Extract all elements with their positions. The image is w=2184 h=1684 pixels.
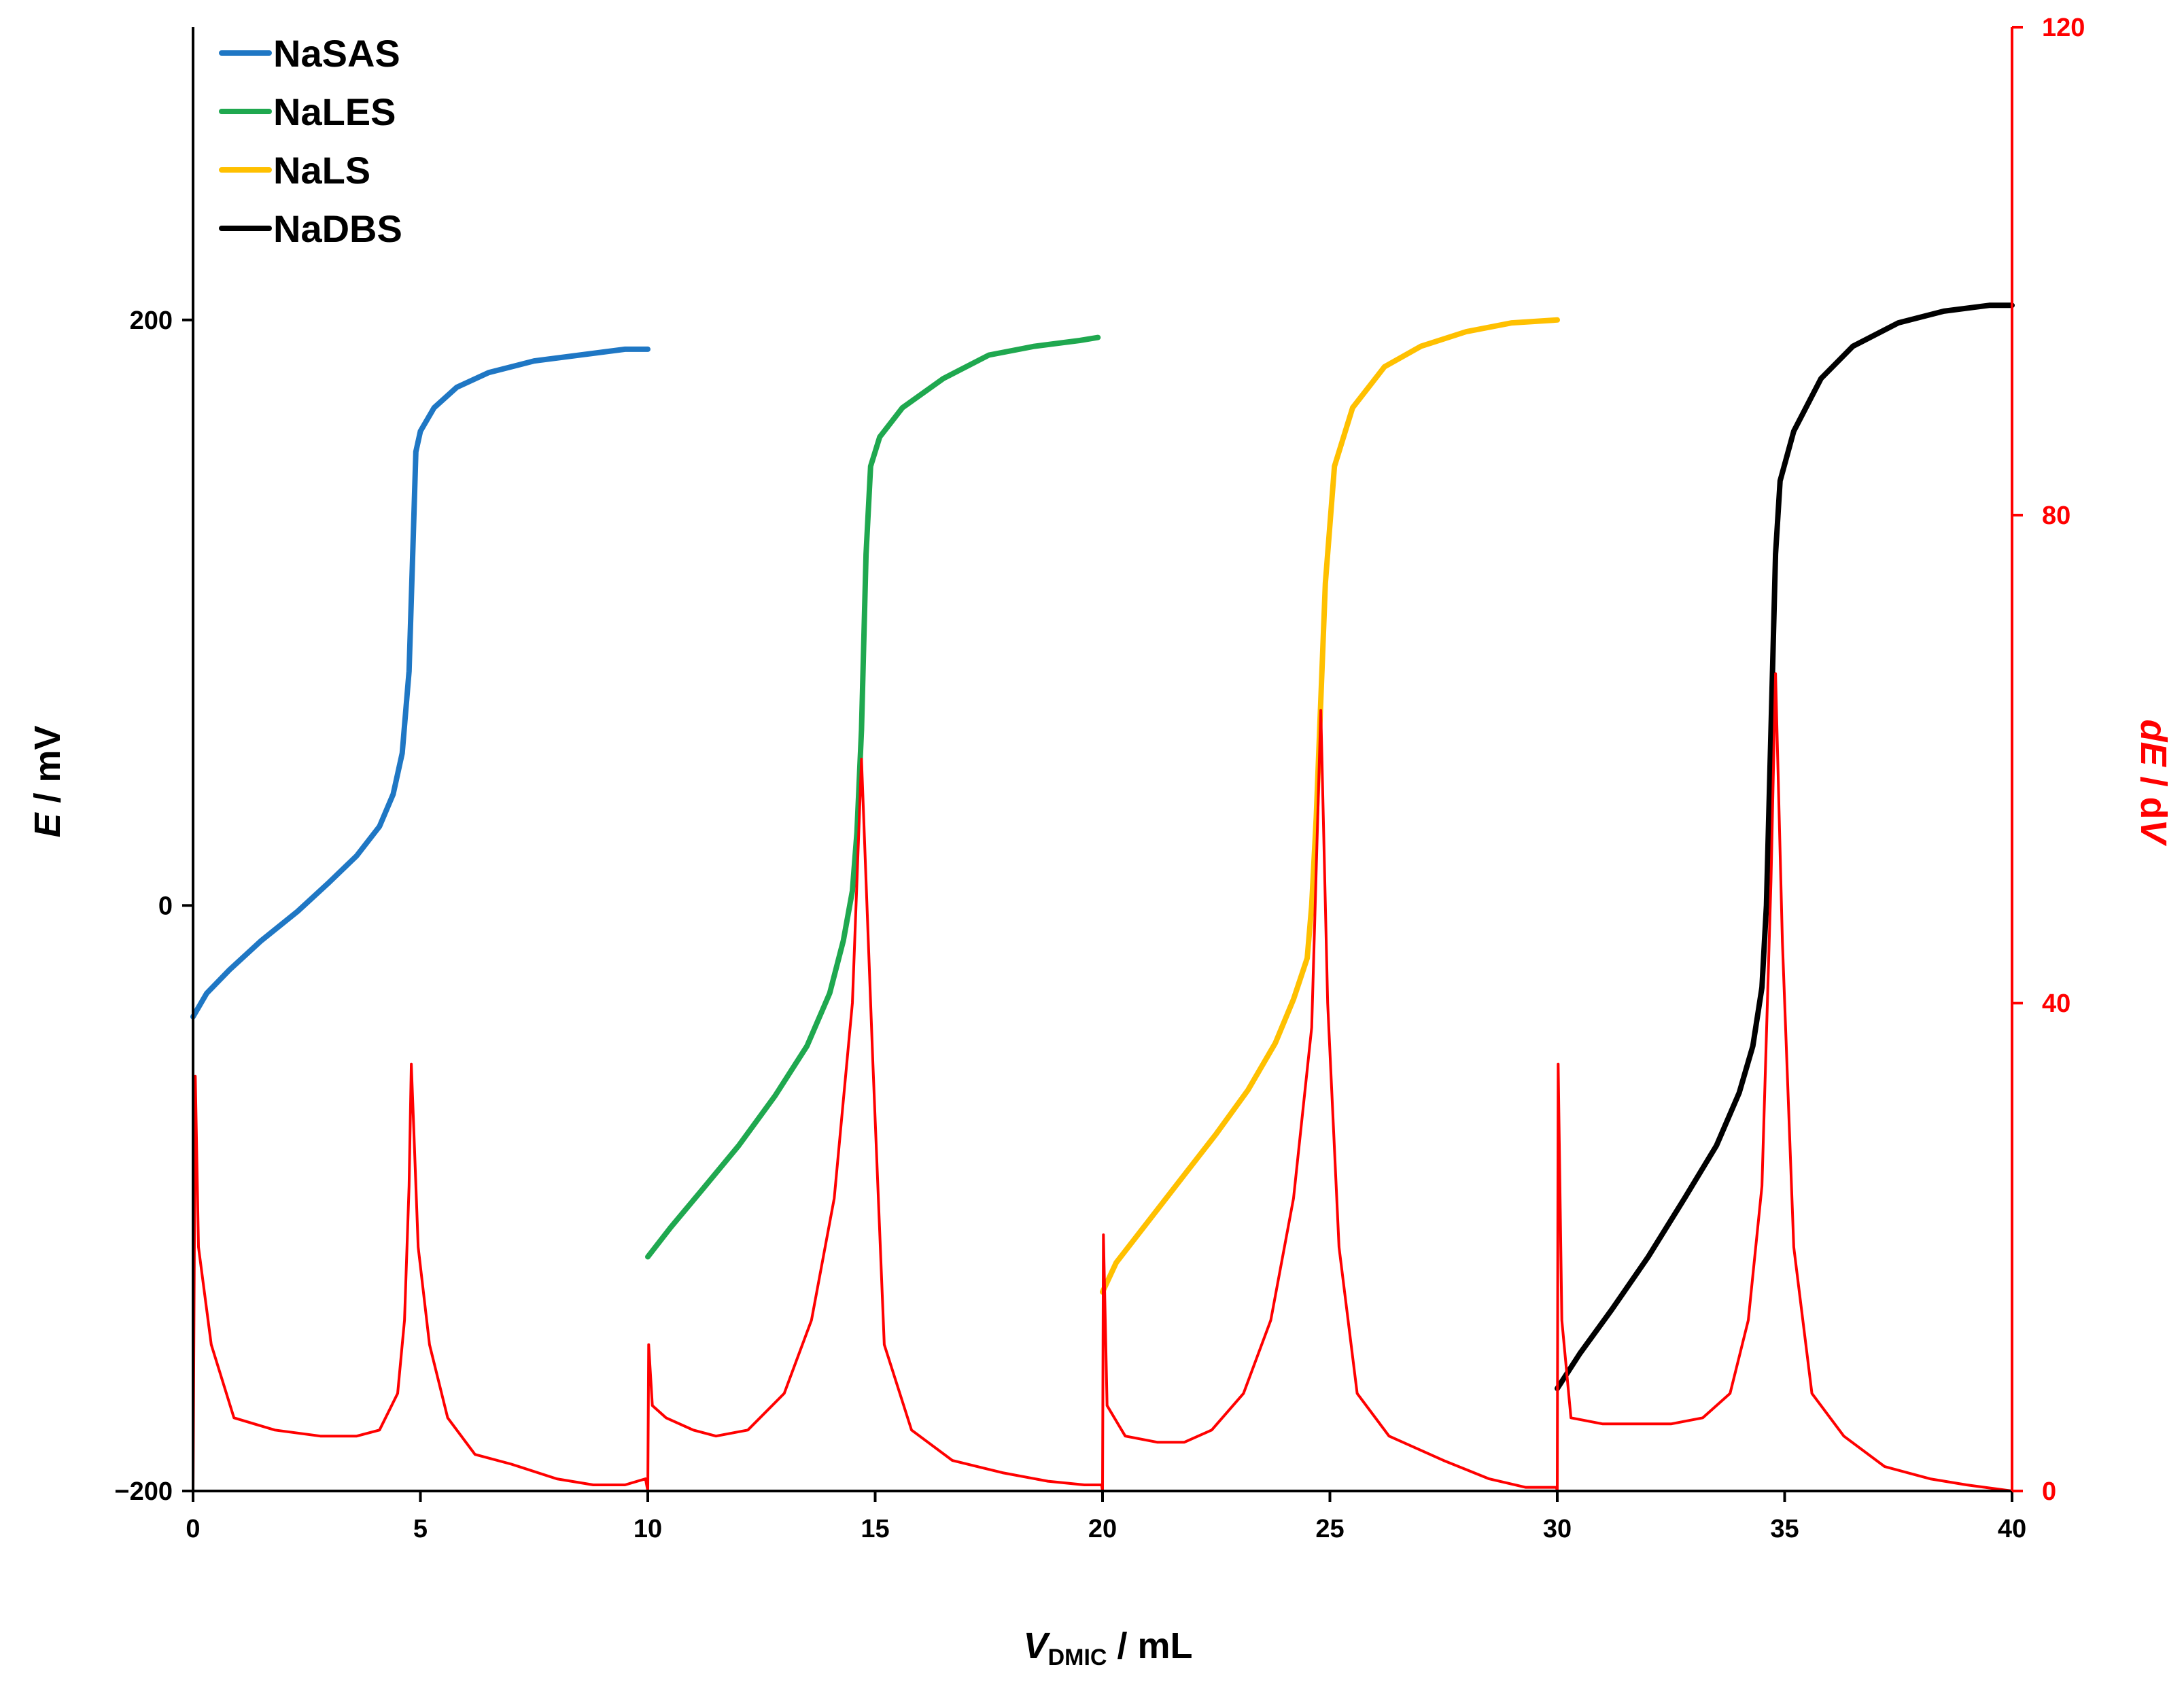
y2-tick-label: 0	[2042, 1477, 2056, 1506]
x-tick-label: 15	[861, 1515, 889, 1543]
series-line-nales	[645, 334, 1101, 1260]
y-tick-label: −200	[114, 1477, 173, 1506]
x-tick-label: 25	[1315, 1515, 1344, 1543]
legend-label-nals: NaLS	[273, 149, 370, 192]
right-y-axis-ticks: 0 40 80 120	[2012, 14, 2085, 1506]
y2-tick-label: 40	[2042, 989, 2070, 1018]
x-tick-label: 40	[1998, 1515, 2026, 1543]
legend-label-nasas: NaSAS	[273, 32, 400, 75]
plot-lines	[190, 302, 2015, 1492]
x-axis-title: VDMIC / mL	[1024, 1626, 1193, 1670]
y2-tick-label: 120	[2042, 14, 2085, 42]
series-line-de-dv	[192, 672, 2013, 1492]
x-tick-label: 5	[413, 1515, 428, 1543]
y-tick-label: 0	[158, 892, 173, 920]
left-y-axis-title: E / mV	[27, 725, 68, 837]
series-line-nals	[1100, 317, 1560, 1295]
x-tick-label: 0	[186, 1515, 200, 1543]
x-axis-ticks: 0 5 10 15 20 25 30 35 40	[186, 1491, 2026, 1543]
series-line-nadbs	[1555, 302, 2015, 1392]
x-tick-label: 10	[634, 1515, 662, 1543]
y-tick-label: 200	[130, 306, 173, 335]
left-y-axis-ticks: −200 0 200	[114, 306, 193, 1506]
legend-label-nales: NaLES	[273, 90, 396, 133]
series-line-nasas	[190, 346, 651, 1020]
legend: NaSAS NaLES NaLS NaDBS	[219, 32, 402, 250]
x-tick-label: 35	[1770, 1515, 1799, 1543]
y2-tick-label: 80	[2042, 502, 2070, 530]
legend-label-nadbs: NaDBS	[273, 207, 402, 250]
right-y-axis-title: dE / dV	[2133, 719, 2174, 846]
x-tick-label: 30	[1543, 1515, 1572, 1543]
x-tick-label: 20	[1088, 1515, 1117, 1543]
